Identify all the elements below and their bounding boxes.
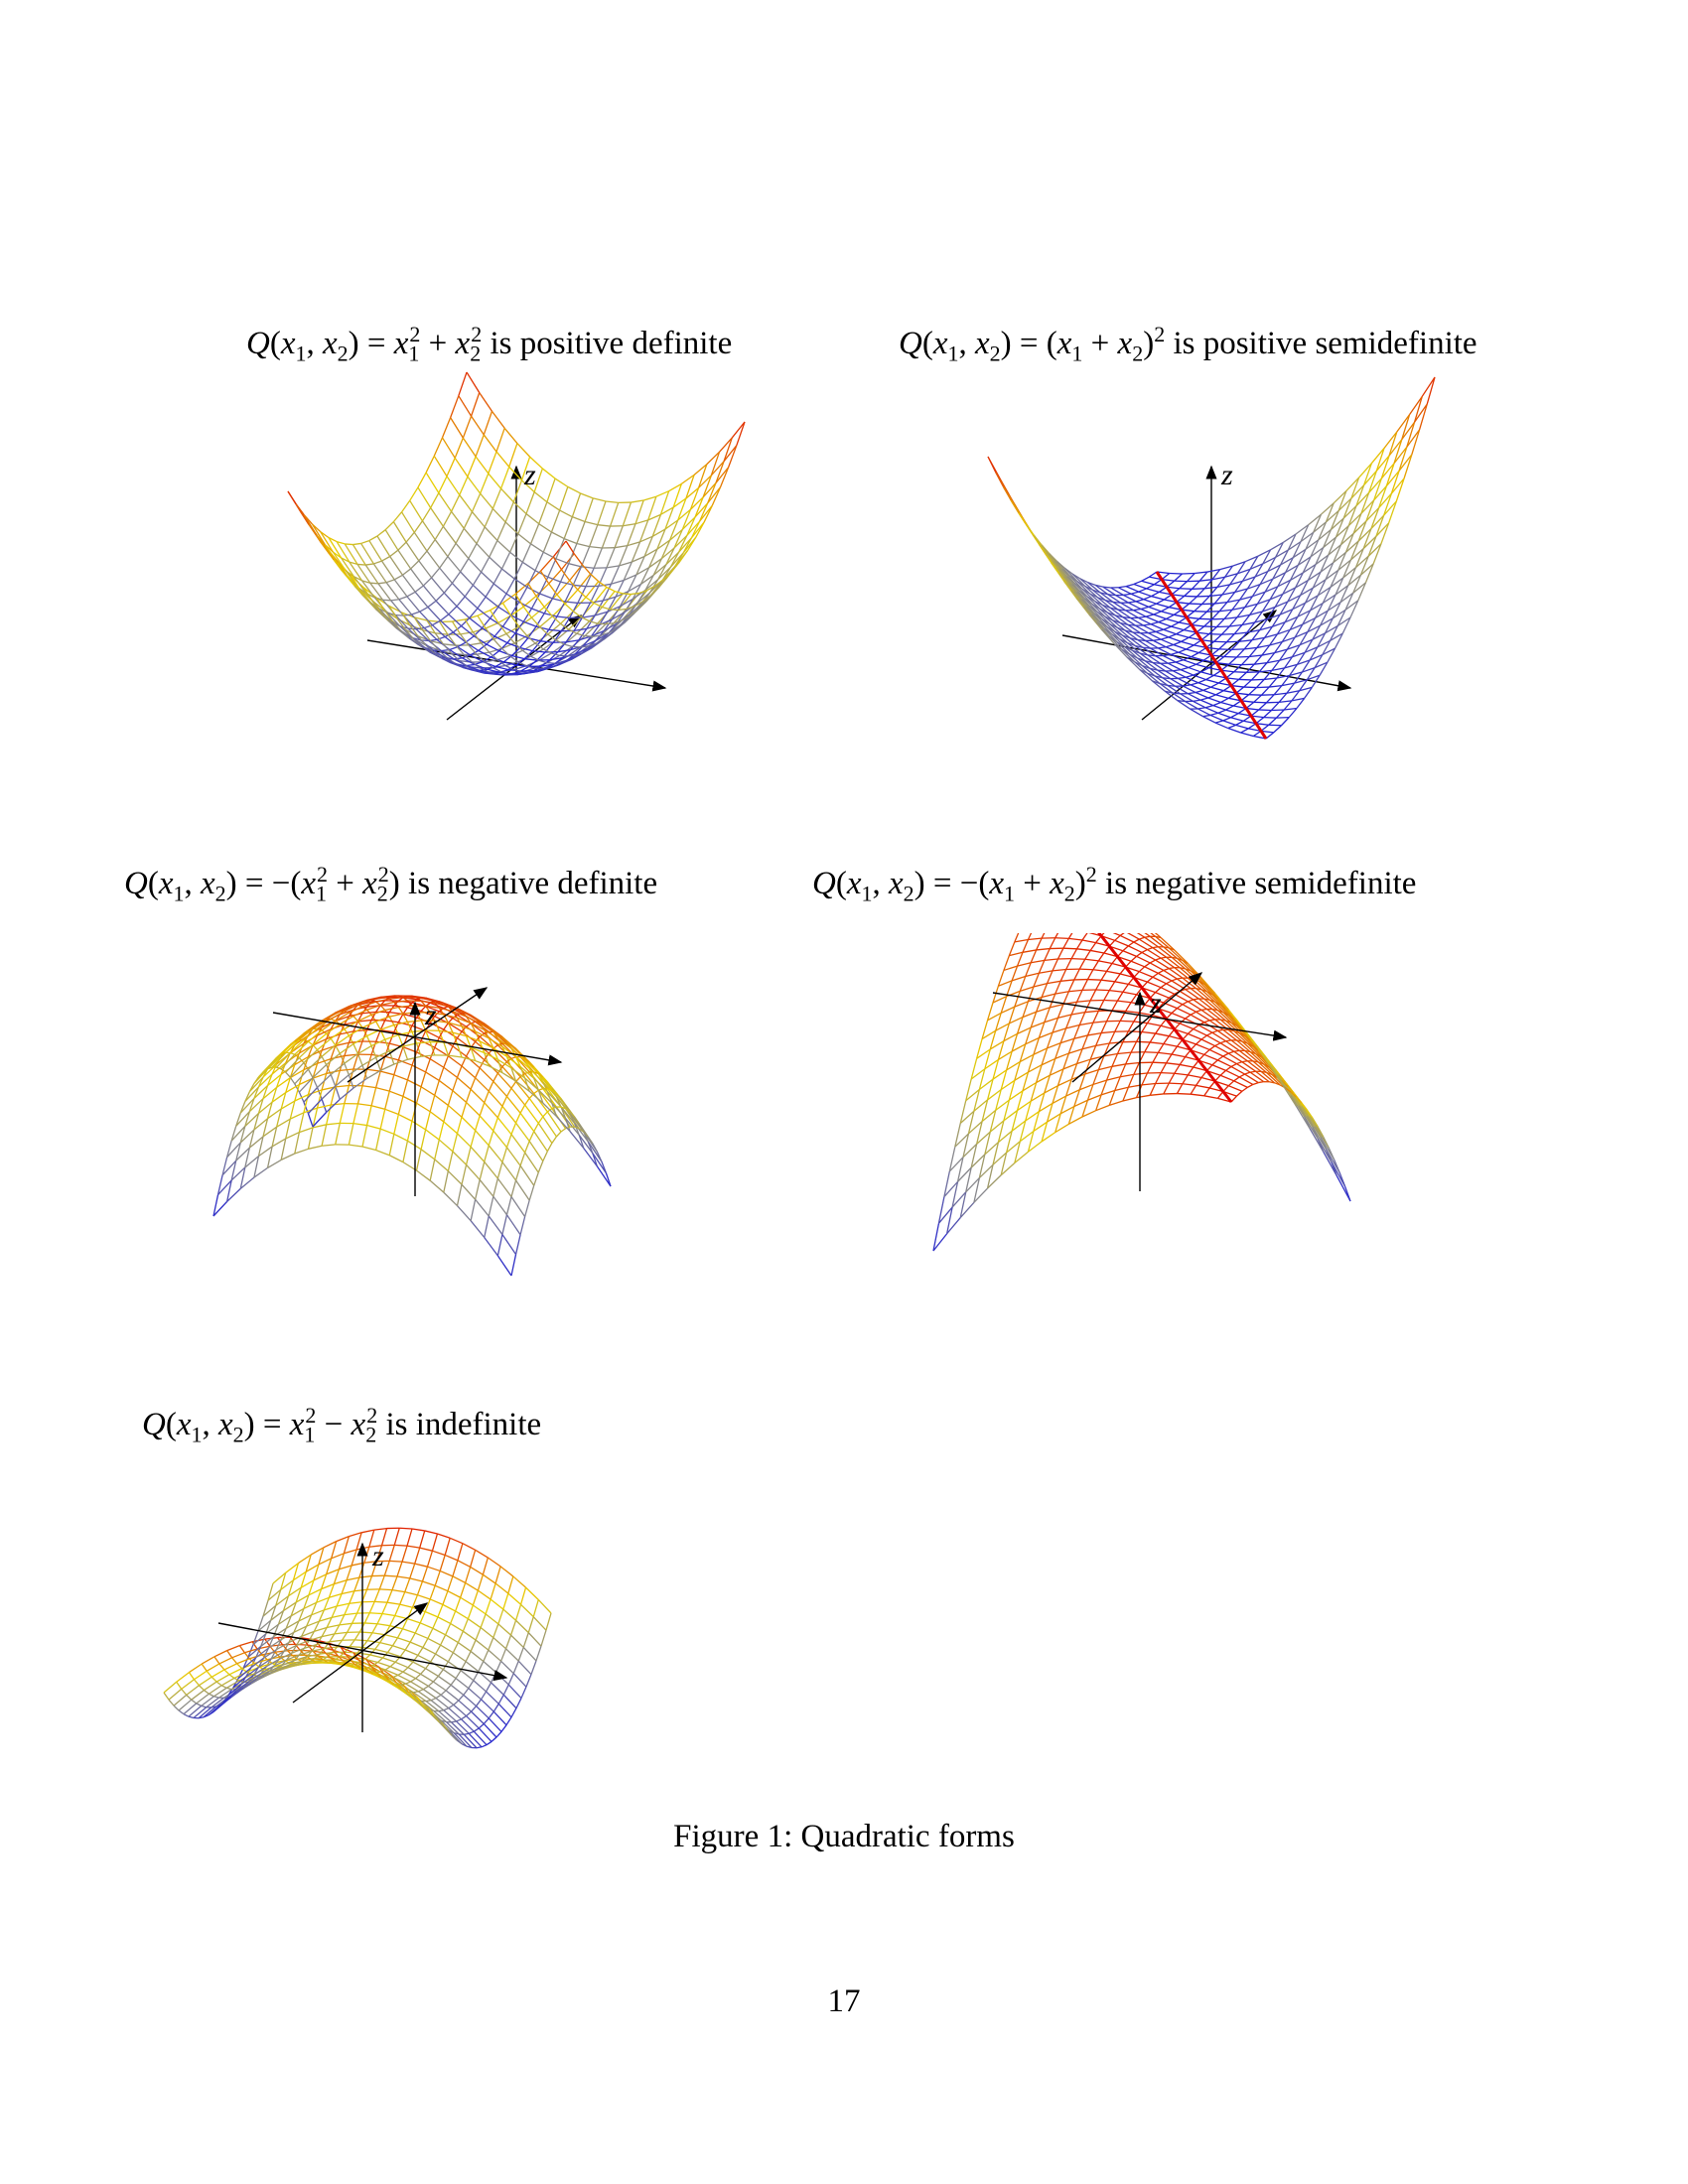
panel-title-negative-definite: Q(x1, x2) = −(x12 + x22) is negative def… xyxy=(124,862,658,906)
surface-mesh xyxy=(932,933,1351,1252)
surface-plot-positive-semidefinite: z xyxy=(987,376,1436,740)
z-axis-label: z xyxy=(523,459,536,491)
surface-mesh xyxy=(987,376,1436,740)
title-suffix: is negative semidefinite xyxy=(1096,866,1417,901)
panel-title-indefinite: Q(x1, x2) = x12 − x22 is indefinite xyxy=(142,1403,542,1447)
panel-title-positive-semidefinite: Q(x1, x2) = (x1 + x2)2 is positive semid… xyxy=(899,322,1477,366)
panel-title-negative-semidefinite: Q(x1, x2) = −(x1 + x2)2 is negative semi… xyxy=(812,862,1417,906)
title-suffix: is positive semidefinite xyxy=(1165,326,1477,361)
x2-axis xyxy=(1071,972,1203,1083)
x2-axis xyxy=(292,1602,429,1704)
z-axis-label: z xyxy=(424,999,437,1031)
x2-axis xyxy=(347,987,489,1083)
title-suffix: is negative definite xyxy=(399,866,658,901)
title-suffix: is positive definite xyxy=(482,326,733,361)
panel-title-positive-definite: Q(x1, x2) = x12 + x22 is positive defini… xyxy=(246,322,733,366)
z-axis-label: z xyxy=(1149,987,1162,1020)
x1-axis xyxy=(272,1012,563,1066)
surface-mesh xyxy=(287,371,746,676)
surface-plot-indefinite: z xyxy=(163,1527,552,1749)
x2-axis xyxy=(1141,610,1278,721)
z-axis-label: z xyxy=(371,1540,384,1572)
title-suffix: is indefinite xyxy=(377,1407,542,1442)
zero-line xyxy=(1155,571,1268,740)
zero-line xyxy=(1097,933,1233,1103)
z-axis-label: z xyxy=(1220,459,1233,491)
x1-axis xyxy=(1061,634,1352,692)
figure-caption: Figure 1: Quadratic forms xyxy=(673,1819,1015,1854)
surface-plot-negative-semidefinite: z xyxy=(932,933,1351,1252)
surface-plot-positive-definite: z xyxy=(287,371,746,721)
surface-mesh xyxy=(163,1527,552,1749)
x2-axis xyxy=(446,614,583,721)
surface-plot-negative-definite: z xyxy=(212,987,612,1277)
page-number: 17 xyxy=(827,1983,861,2019)
